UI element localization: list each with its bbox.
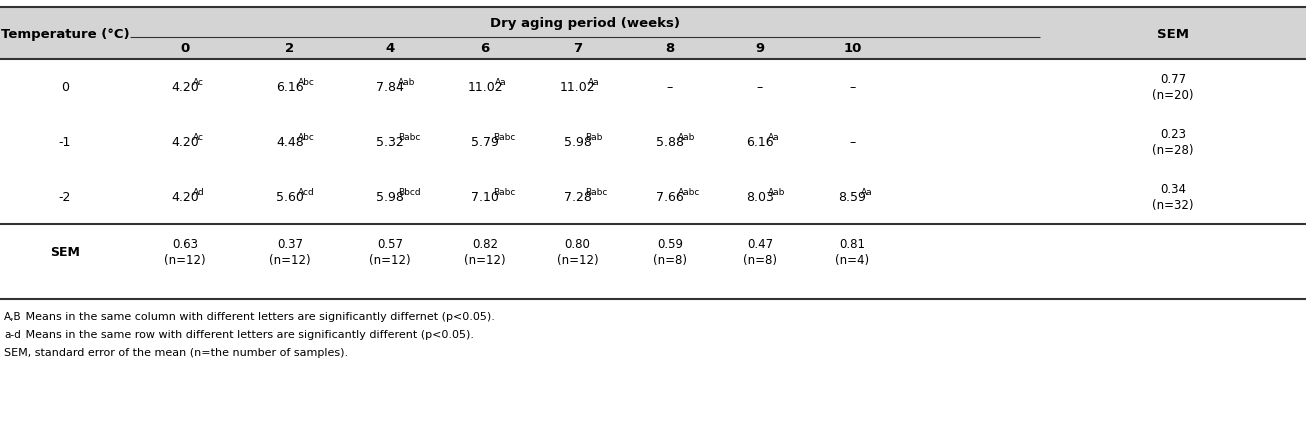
Text: 4: 4 (385, 43, 394, 55)
Text: 6: 6 (481, 43, 490, 55)
Text: Aa: Aa (588, 78, 599, 87)
Text: 5.98: 5.98 (564, 136, 592, 149)
Text: 5.98: 5.98 (376, 190, 404, 203)
Text: Aa: Aa (861, 187, 872, 197)
Text: 4.20: 4.20 (171, 190, 199, 203)
Text: –: – (849, 136, 855, 149)
Text: –: – (667, 81, 673, 94)
Text: Means in the same column with different letters are significantly differnet (p<0: Means in the same column with different … (22, 311, 495, 321)
Text: Aa: Aa (768, 133, 780, 142)
Text: 9: 9 (755, 43, 764, 55)
Text: SEM, standard error of the mean (n=the number of samples).: SEM, standard error of the mean (n=the n… (4, 347, 349, 357)
Text: Dry aging period (weeks): Dry aging period (weeks) (490, 16, 680, 29)
Text: 10: 10 (844, 43, 862, 55)
Text: 7.84: 7.84 (376, 81, 404, 94)
Text: 11.02: 11.02 (468, 81, 503, 94)
Text: Aab: Aab (678, 133, 695, 142)
Text: Aabc: Aabc (678, 187, 700, 197)
Text: 4.20: 4.20 (171, 136, 199, 149)
Text: 8.59: 8.59 (838, 190, 866, 203)
Text: SEM: SEM (50, 246, 80, 258)
Text: -2: -2 (59, 190, 72, 203)
Text: Ac: Ac (193, 133, 204, 142)
Text: Abc: Abc (298, 78, 315, 87)
Text: 0.57
(n=12): 0.57 (n=12) (370, 237, 411, 266)
Text: 7: 7 (573, 43, 582, 55)
Text: 0.59
(n=8): 0.59 (n=8) (653, 237, 687, 266)
Text: SEM: SEM (1157, 28, 1188, 40)
Text: 0.23
(n=28): 0.23 (n=28) (1152, 128, 1194, 157)
Text: 6.16: 6.16 (276, 81, 304, 94)
Text: -1: -1 (59, 136, 72, 149)
Text: 5.88: 5.88 (656, 136, 684, 149)
Text: 4.20: 4.20 (171, 81, 199, 94)
Text: Babc: Babc (585, 187, 607, 197)
Text: 2: 2 (286, 43, 295, 55)
Text: Babc: Babc (492, 133, 516, 142)
Text: 0.81
(n=4): 0.81 (n=4) (836, 237, 870, 266)
Text: 5.32: 5.32 (376, 136, 404, 149)
Text: Aab: Aab (768, 187, 785, 197)
Text: Abc: Abc (298, 133, 315, 142)
Text: 0: 0 (180, 43, 189, 55)
Text: 0.37
(n=12): 0.37 (n=12) (269, 237, 311, 266)
Text: 11.02: 11.02 (560, 81, 596, 94)
Text: 5.79: 5.79 (471, 136, 499, 149)
Text: 7.10: 7.10 (471, 190, 499, 203)
Text: 4.48: 4.48 (276, 136, 304, 149)
Text: Bab: Bab (585, 133, 603, 142)
Text: 6.16: 6.16 (746, 136, 774, 149)
Text: Bbcd: Bbcd (398, 187, 421, 197)
Text: Temperature (°C): Temperature (°C) (1, 28, 129, 40)
Text: Ad: Ad (193, 187, 205, 197)
Text: 0.63
(n=12): 0.63 (n=12) (165, 237, 206, 266)
Text: 0.47
(n=8): 0.47 (n=8) (743, 237, 777, 266)
Text: A,B: A,B (4, 311, 22, 321)
Text: 7.66: 7.66 (656, 190, 684, 203)
Text: Aab: Aab (398, 78, 415, 87)
Text: 0: 0 (61, 81, 69, 94)
Text: –: – (757, 81, 763, 94)
Text: 8: 8 (665, 43, 675, 55)
Text: a-d: a-d (4, 329, 21, 339)
Text: 0.34
(n=32): 0.34 (n=32) (1152, 183, 1194, 212)
Text: 7.28: 7.28 (564, 190, 592, 203)
Text: 0.80
(n=12): 0.80 (n=12) (556, 237, 598, 266)
Text: 0.82
(n=12): 0.82 (n=12) (464, 237, 505, 266)
Text: 8.03: 8.03 (746, 190, 774, 203)
Text: Ac: Ac (193, 78, 204, 87)
Text: 5.60: 5.60 (276, 190, 304, 203)
Text: 0.77
(n=20): 0.77 (n=20) (1152, 73, 1194, 102)
Text: Acd: Acd (298, 187, 315, 197)
Bar (0, 8, 1306, 60)
Text: Babc: Babc (492, 187, 516, 197)
Text: Babc: Babc (398, 133, 421, 142)
Text: Means in the same row with different letters are significantly different (p<0.05: Means in the same row with different let… (22, 329, 474, 339)
Text: Aa: Aa (495, 78, 507, 87)
Text: –: – (849, 81, 855, 94)
